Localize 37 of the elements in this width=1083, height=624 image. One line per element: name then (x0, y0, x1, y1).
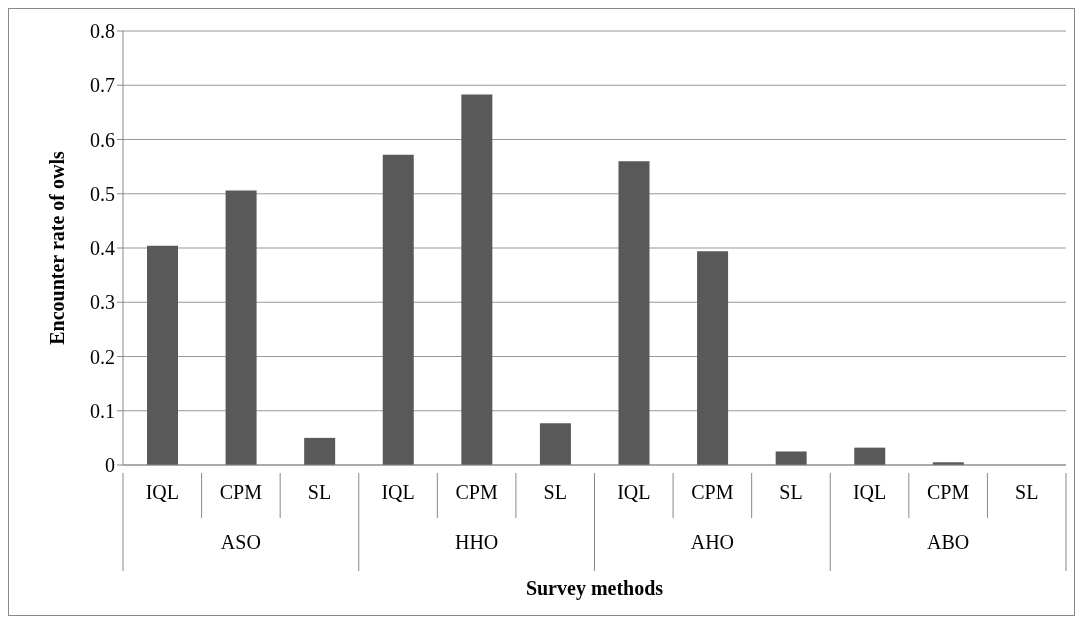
text: ASO (220, 531, 261, 553)
x-tick-label: IQL (617, 481, 651, 503)
bar (697, 251, 729, 465)
x-tick-label: IQL (145, 481, 179, 503)
bar (854, 447, 886, 465)
y-tick-label: 0.6 (90, 128, 115, 151)
bar (147, 245, 178, 465)
bar (304, 437, 336, 465)
y-tick-label: 0 (105, 454, 115, 477)
x-tick-label: CPM (691, 481, 734, 503)
x-tick-label: CPM (927, 481, 970, 503)
x-tick-label: CPM (219, 481, 263, 503)
y-tick-label: 0.2 (90, 345, 115, 368)
x-tick-label: IQL (381, 481, 415, 503)
text: HHO (454, 531, 499, 553)
x-tick-label: IQL (852, 481, 887, 503)
y-tick-label: 0.4 (90, 237, 115, 260)
x-tick-label: SL (543, 481, 567, 503)
text: ABO (927, 531, 970, 553)
x-tick-label: CPM (455, 481, 498, 503)
x-tick-label: SL (1015, 481, 1039, 503)
x-tick-label: SL (779, 481, 803, 503)
y-tick-label: 0.8 (90, 20, 115, 43)
bar (618, 161, 650, 465)
text: AHO (690, 531, 735, 553)
x-axis-title: Survey methods (525, 577, 664, 600)
bar (225, 190, 257, 465)
y-tick-label: 0.1 (90, 399, 115, 422)
y-tick-label: 0.5 (90, 182, 115, 205)
bar (461, 94, 493, 465)
x-tick-label: SL (307, 481, 332, 503)
y-tick-label: 0.3 (90, 291, 115, 314)
y-tick-label: 0.7 (90, 74, 115, 97)
bar (382, 154, 414, 465)
bar (775, 451, 807, 465)
bar (539, 423, 571, 465)
y-axis-title: Encounter rate of owls (46, 151, 69, 345)
